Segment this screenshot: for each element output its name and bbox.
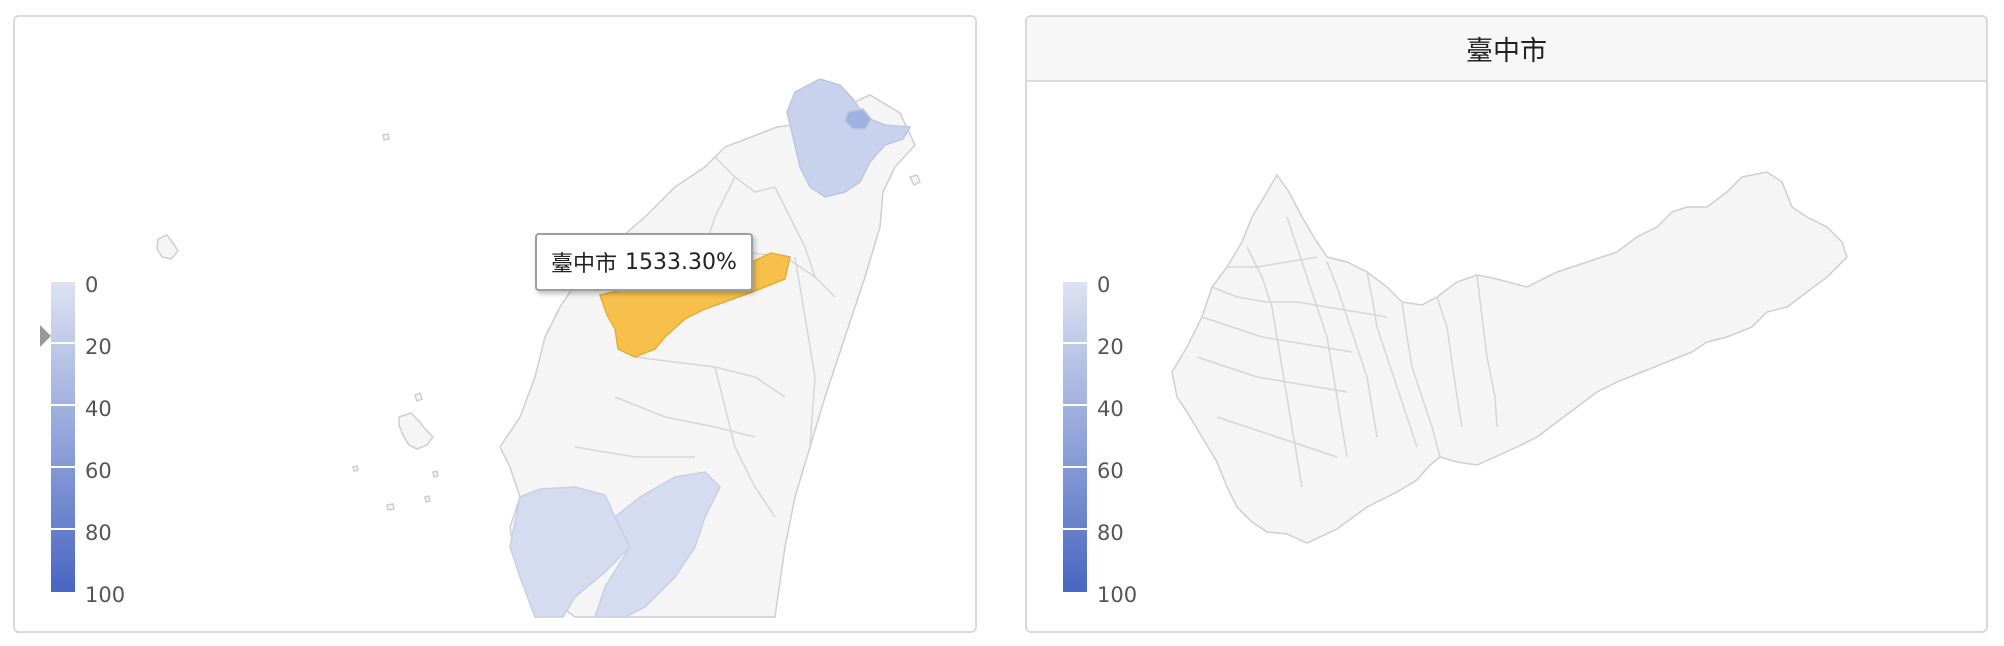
map-region-penghu-islet[interactable] [424, 495, 431, 503]
legend-gradient-bar [51, 282, 75, 592]
legend-value-pointer[interactable] [40, 325, 51, 347]
legend-label: 0 [1097, 273, 1111, 297]
map-region-penghu-islet[interactable] [386, 503, 395, 511]
legend-tick [1063, 466, 1087, 468]
legend-label: 20 [1097, 335, 1124, 359]
legend-tick [1063, 528, 1087, 530]
color-scale-legend: 0 20 40 60 80 100 [15, 17, 135, 606]
tooltip-region-name: 臺中市 [551, 252, 618, 277]
district-color-scale-legend: 0 20 40 60 80 100 [1027, 17, 1147, 606]
legend-label: 100 [1097, 583, 1138, 607]
district-map-panel: 臺中市 0 20 40 60 80 100 [1025, 15, 1988, 633]
legend-label: 80 [85, 521, 112, 545]
taiwan-map-panel: 0 20 40 60 80 100 臺中市 1533.30% [13, 15, 977, 633]
legend-label: 60 [85, 459, 112, 483]
legend-tick [1063, 342, 1087, 344]
region-tooltip: 臺中市 1533.30% [535, 233, 753, 291]
legend-label: 80 [1097, 521, 1124, 545]
legend-tick [51, 404, 75, 406]
map-region-islet[interactable] [382, 133, 390, 141]
district-map-title: 臺中市 [1027, 17, 1986, 82]
map-district-border [1196, 216, 1498, 488]
legend-label: 20 [85, 335, 112, 359]
legend-gradient-bar [1063, 282, 1087, 592]
legend-tick [51, 342, 75, 344]
legend-tick [51, 466, 75, 468]
legend-label: 0 [85, 273, 99, 297]
map-region-penghu[interactable] [398, 412, 434, 450]
map-region-penghu-islet[interactable] [414, 392, 423, 402]
map-region-green-island[interactable] [908, 174, 921, 187]
legend-label: 100 [85, 583, 126, 607]
map-region-penghu-islet[interactable] [432, 470, 439, 478]
map-region-taipei[interactable] [844, 108, 872, 130]
legend-label: 60 [1097, 459, 1124, 483]
legend-tick [1063, 404, 1087, 406]
legend-label: 40 [85, 397, 112, 421]
map-region-penghu-islet[interactable] [352, 465, 359, 472]
taichung-district-map [1171, 171, 1848, 544]
legend-label: 40 [1097, 397, 1124, 421]
map-region-kaohsiung[interactable] [593, 471, 721, 618]
map-region-kinmen[interactable] [156, 234, 179, 260]
taiwan-map [156, 78, 921, 618]
map-region-taichung-districts[interactable] [1171, 171, 1848, 544]
map-region-new-taipei[interactable] [786, 78, 912, 198]
tooltip-value: 1533.30% [625, 249, 737, 275]
map-region-tainan[interactable] [509, 486, 631, 618]
legend-tick [51, 528, 75, 530]
